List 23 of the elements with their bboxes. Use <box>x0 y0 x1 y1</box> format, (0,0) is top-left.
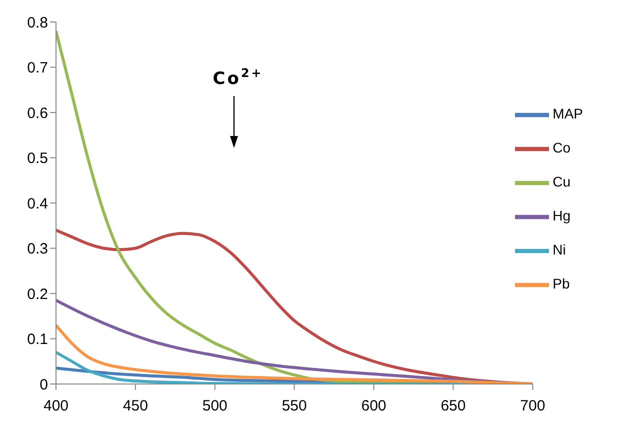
x-tick-label: 450 <box>122 398 148 415</box>
legend-label: Cu <box>552 174 571 190</box>
legend-label: Hg <box>552 208 571 224</box>
y-tick-label: 0.8 <box>27 14 48 32</box>
y-tick-label: 0.7 <box>27 60 48 77</box>
legend-label: MAP <box>552 106 583 122</box>
y-tick-label: 0.4 <box>27 195 48 212</box>
x-tick-label: 650 <box>440 398 466 415</box>
x-tick-label: 550 <box>282 398 307 415</box>
y-tick-label: 0.6 <box>27 104 48 122</box>
y-tick-label: 0.2 <box>27 286 48 303</box>
y-tick-label: 0.5 <box>27 150 48 168</box>
x-tick-label: 600 <box>361 398 386 415</box>
legend-label: Ni <box>552 242 566 258</box>
y-tick-label: 0.3 <box>27 240 48 258</box>
x-tick-label: 700 <box>520 398 546 415</box>
annotation: Co$^{2+}$ <box>212 66 264 89</box>
x-tick-label: 400 <box>43 398 69 415</box>
y-tick-label: 0 <box>40 376 48 394</box>
y-tick-label: 0.1 <box>27 331 48 348</box>
legend-label: Co <box>552 140 571 156</box>
x-tick-label: 500 <box>202 398 228 415</box>
legend-label: Pb <box>552 276 570 292</box>
